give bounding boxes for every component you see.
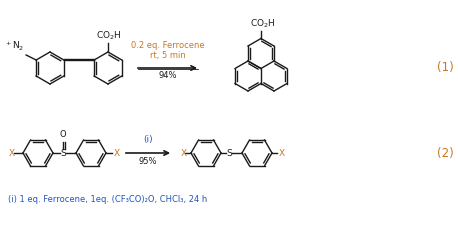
Text: X: X <box>181 148 187 157</box>
Text: X: X <box>279 148 285 157</box>
Text: CO$_2$H: CO$_2$H <box>96 29 122 42</box>
Text: O: O <box>60 130 66 139</box>
Text: (i) 1 eq. Ferrocene, 1eq. (CF₃CO)₂O, CHCl₃, 24 h: (i) 1 eq. Ferrocene, 1eq. (CF₃CO)₂O, CHC… <box>8 196 207 205</box>
Text: 95%: 95% <box>139 157 157 166</box>
Text: (2): (2) <box>436 146 453 160</box>
Text: (i): (i) <box>143 135 153 144</box>
Text: CO$_2$H: CO$_2$H <box>250 17 276 29</box>
Text: X: X <box>9 148 15 157</box>
Text: X: X <box>114 148 120 157</box>
Text: $^+$N$_2$: $^+$N$_2$ <box>4 40 24 53</box>
Text: 94%: 94% <box>158 71 177 80</box>
Text: S: S <box>226 148 232 157</box>
Text: (1): (1) <box>436 61 453 74</box>
Text: S: S <box>60 148 66 157</box>
Text: 0.2 eq. Ferrocene: 0.2 eq. Ferrocene <box>131 41 204 50</box>
Text: rt, 5 min: rt, 5 min <box>150 51 185 60</box>
